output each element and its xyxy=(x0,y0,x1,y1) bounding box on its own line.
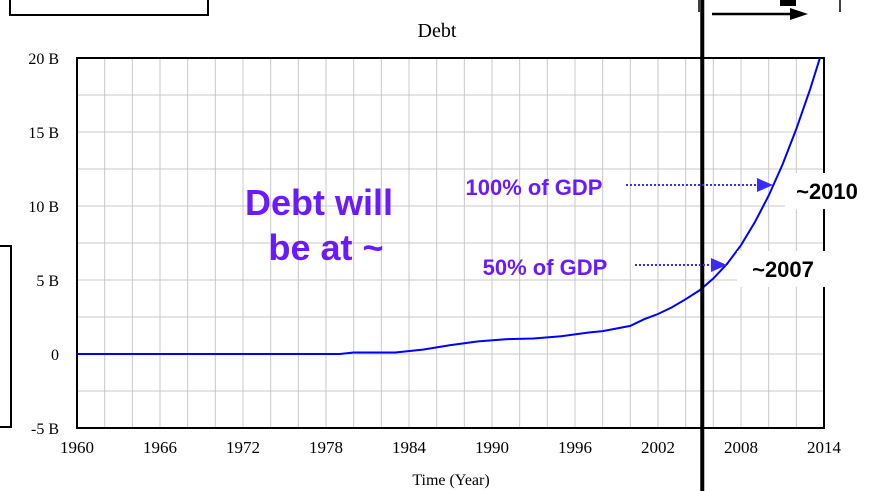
grid xyxy=(77,58,824,428)
cut-off-glyph xyxy=(780,0,796,6)
x-tick-label: 1960 xyxy=(60,438,94,457)
x-tick-label: 1996 xyxy=(558,438,592,457)
annotation-debt-will: Debt will xyxy=(245,182,393,223)
annotation-be-at: be at ~ xyxy=(268,227,383,268)
annotation-year-2007: ~2007 xyxy=(752,257,814,282)
chart-title: Debt xyxy=(418,20,457,42)
x-axis-label: Time (Year) xyxy=(412,472,489,489)
annotation-50-gdp: 50% of GDP xyxy=(483,255,608,280)
x-tick-label: 1990 xyxy=(475,438,509,457)
x-tick-label: 2014 xyxy=(807,438,842,457)
x-axis: 1960 1966 1972 1978 1984 1990 1996 2002 2008 2014 xyxy=(60,438,842,457)
x-tick-label: 2008 xyxy=(724,438,758,457)
x-tick-label: 1972 xyxy=(226,438,260,457)
x-tick-label: 2002 xyxy=(641,438,675,457)
y-tick-label: 20 B xyxy=(28,51,59,68)
y-axis: -5 B 0 5 B 10 B 15 B 20 B xyxy=(28,51,59,438)
y-tick-label: 0 xyxy=(51,347,59,364)
label-2007-box xyxy=(737,251,829,287)
y-tick-label: 10 B xyxy=(28,199,59,216)
label-2010-box xyxy=(785,173,869,209)
x-tick-label: 1978 xyxy=(309,438,343,457)
x-tick-label: 1984 xyxy=(392,438,427,457)
arrow-100-gdp-head xyxy=(757,178,773,192)
annotation-100-gdp: 100% of GDP xyxy=(466,175,603,200)
x-tick-label: 1966 xyxy=(143,438,177,457)
y-tick-label: -5 B xyxy=(31,421,59,438)
projection-arrow-head xyxy=(790,8,808,20)
y-tick-label: 5 B xyxy=(36,273,59,290)
plot-frame xyxy=(76,57,825,429)
left-partial-box xyxy=(0,245,12,428)
top-left-partial-box xyxy=(9,0,209,16)
annotation-year-2010: ~2010 xyxy=(796,179,858,204)
arrow-50-gdp-head xyxy=(711,258,727,272)
y-tick-label: 15 B xyxy=(28,125,59,142)
debt-series-line xyxy=(77,57,821,355)
